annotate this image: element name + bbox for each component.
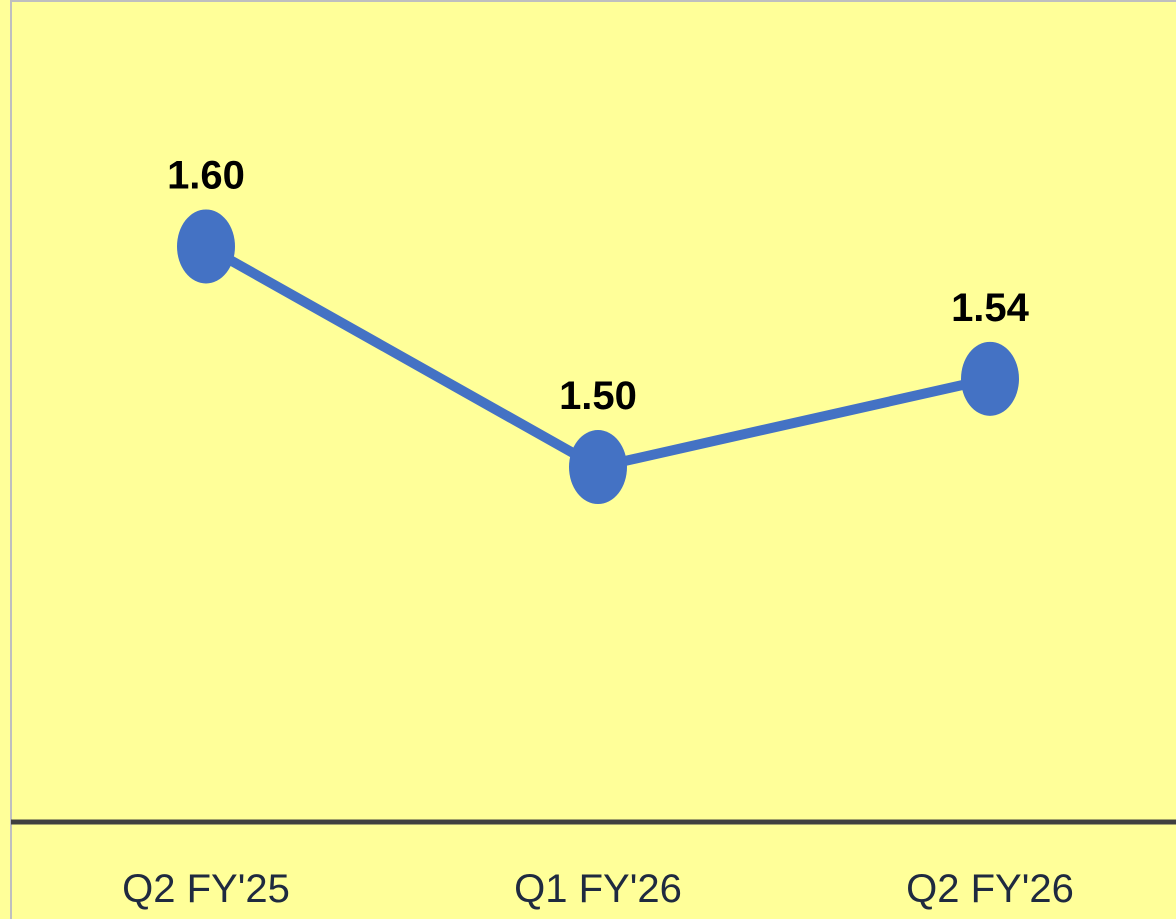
data-label: 1.50 bbox=[559, 374, 637, 418]
x-tick-labels: Q2 FY'25 Q1 FY'26 Q2 FY'26 bbox=[122, 867, 1074, 911]
data-point bbox=[569, 430, 627, 505]
data-point bbox=[177, 209, 235, 284]
data-label: 1.54 bbox=[951, 286, 1030, 330]
x-tick-label: Q1 FY'26 bbox=[514, 867, 682, 911]
data-labels: 1.60 1.50 1.54 bbox=[167, 153, 1030, 418]
x-tick-label: Q2 FY'25 bbox=[122, 867, 290, 911]
data-point bbox=[961, 341, 1019, 416]
data-points bbox=[177, 209, 1019, 505]
data-label: 1.60 bbox=[167, 153, 245, 197]
x-tick-label: Q2 FY'26 bbox=[906, 867, 1074, 911]
